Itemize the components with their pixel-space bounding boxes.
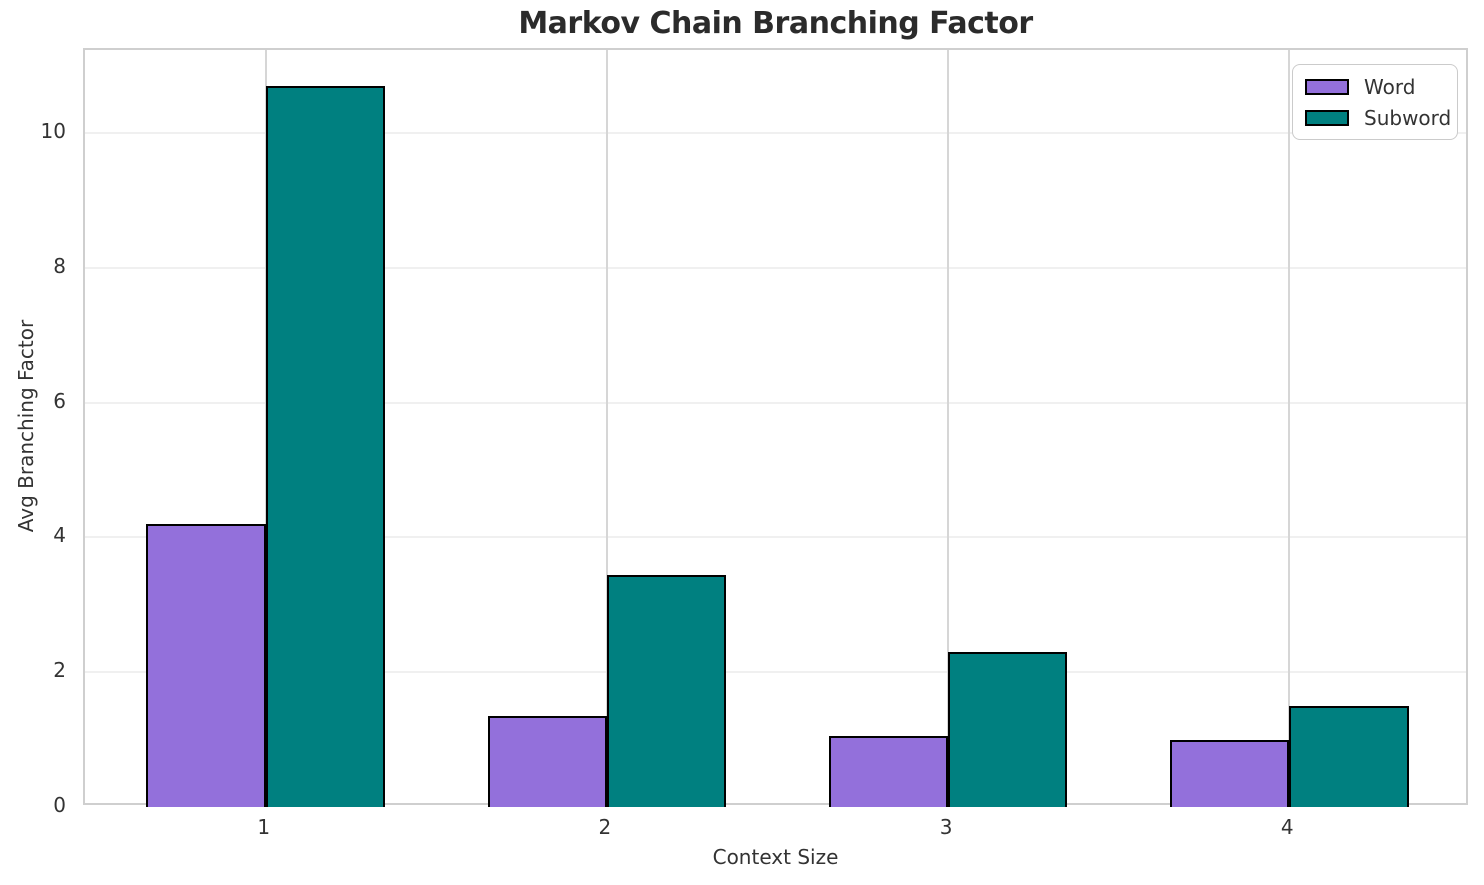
legend-swatch-subword bbox=[1305, 109, 1349, 126]
x-tick-label: 4 bbox=[1280, 815, 1294, 839]
legend-item-subword: Subword bbox=[1305, 102, 1451, 133]
plot-area: Word Subword bbox=[83, 48, 1468, 807]
x-tick-label: 3 bbox=[939, 815, 953, 839]
legend-item-word: Word bbox=[1305, 71, 1445, 102]
bar-subword-1 bbox=[265, 86, 386, 807]
y-axis-label: Avg Branching Factor bbox=[14, 319, 38, 533]
gridline-vertical bbox=[947, 50, 950, 803]
gridline-horizontal bbox=[85, 266, 1466, 269]
y-tick-label: 8 bbox=[53, 253, 66, 278]
x-tick-label: 2 bbox=[598, 815, 612, 839]
legend-label: Subword bbox=[1364, 105, 1452, 130]
y-tick-label: 4 bbox=[53, 523, 66, 548]
gridline-vertical bbox=[1288, 50, 1291, 803]
chart-title: Markov Chain Branching Factor bbox=[518, 6, 1033, 41]
gridline-vertical bbox=[605, 50, 608, 803]
legend: Word Subword bbox=[1292, 64, 1458, 140]
bar-word-3 bbox=[828, 736, 949, 807]
bar-word-4 bbox=[1169, 739, 1290, 807]
bar-word-2 bbox=[487, 716, 607, 807]
x-axis-label: Context Size bbox=[712, 845, 839, 869]
gridline-horizontal bbox=[85, 401, 1466, 404]
bar-word-1 bbox=[146, 524, 266, 807]
y-tick-label: 10 bbox=[40, 119, 66, 144]
y-tick-label: 0 bbox=[53, 793, 66, 817]
legend-label: Word bbox=[1364, 74, 1416, 99]
y-tick-label: 6 bbox=[53, 388, 66, 413]
bar-subword-4 bbox=[1289, 705, 1409, 807]
bar-subword-2 bbox=[606, 574, 727, 807]
y-tick-label: 2 bbox=[53, 658, 66, 683]
gridline-horizontal bbox=[85, 132, 1466, 135]
gridline-horizontal bbox=[85, 536, 1466, 539]
legend-swatch-word bbox=[1305, 78, 1349, 95]
x-tick-label: 1 bbox=[257, 815, 271, 839]
gridline-horizontal bbox=[85, 671, 1466, 674]
bar-subword-3 bbox=[948, 652, 1068, 807]
